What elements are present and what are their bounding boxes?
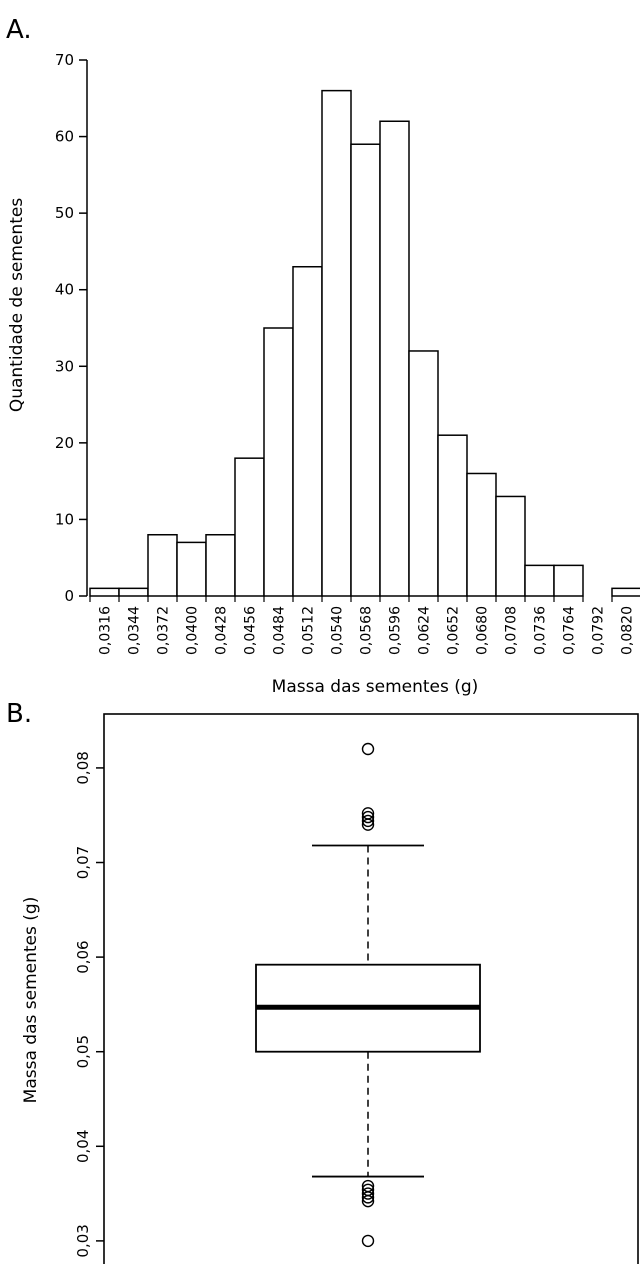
- boxplot-marks: [256, 744, 480, 1247]
- histogram-bar: [90, 588, 119, 596]
- histogram-x-tick-label: 0,0764: [562, 606, 578, 655]
- histogram-y-tick-label: 60: [55, 128, 74, 146]
- histogram-y-axis: 0 10 20 30 40 50 60 70: [55, 51, 87, 605]
- histogram-x-tick-label: 0,0736: [533, 606, 549, 655]
- histogram-bar: [119, 588, 148, 596]
- histogram-bar: [554, 565, 583, 596]
- histogram-bar: [206, 535, 235, 596]
- histogram-x-tick-label: 0,0428: [214, 606, 230, 655]
- histogram-x-tick-label: 0,0596: [388, 606, 404, 655]
- boxplot-y-tick-label: 0,06: [74, 940, 92, 973]
- histogram-x-tick-label: 0,0344: [127, 606, 143, 655]
- histogram-bar: [148, 535, 177, 596]
- boxplot-panel: B. 0,03 0,04 0,05 0,06 0,07 0,08 Massa das se…: [6, 699, 638, 1264]
- histogram-bar: [264, 328, 293, 596]
- boxplot-y-axis-title: Massa das sementes (g): [21, 897, 41, 1104]
- histogram-y-tick-label: 70: [55, 51, 74, 69]
- histogram-x-tick-label: 0,0372: [156, 606, 172, 655]
- outlier-point: [363, 744, 374, 755]
- histogram-bar: [438, 435, 467, 596]
- histogram-x-tick-label: 0,0484: [272, 606, 288, 655]
- histogram-y-tick-label: 10: [55, 510, 74, 528]
- histogram-y-tick-label: 0: [64, 587, 74, 605]
- boxplot-y-tick-label: 0,05: [74, 1035, 92, 1068]
- panel-b-label: B.: [6, 699, 32, 729]
- histogram-x-tick-label: 0,0540: [330, 606, 346, 655]
- histogram-bar: [612, 588, 640, 596]
- histogram-bar: [409, 351, 438, 596]
- histogram-bar: [496, 496, 525, 596]
- histogram-x-tick-label: 0,0316: [98, 606, 114, 655]
- histogram-y-axis-title: Quantidade de sementes: [7, 198, 27, 412]
- histogram-y-tick-label: 40: [55, 281, 74, 299]
- boxplot-y-tick-label: 0,08: [74, 751, 92, 784]
- histogram-y-tick-label: 30: [55, 357, 74, 375]
- boxplot-y-tick-label: 0,04: [74, 1130, 92, 1163]
- histogram-bar: [293, 267, 322, 596]
- boxplot-y-tick-label: 0,07: [74, 846, 92, 879]
- histogram-x-tick-label: 0,0456: [243, 606, 259, 655]
- histogram-x-tick-label: 0,0400: [185, 606, 201, 655]
- histogram-x-tick-label: 0,0568: [359, 606, 375, 655]
- histogram-bar: [351, 144, 380, 596]
- panel-a-label: A.: [6, 15, 32, 45]
- histogram-x-tick-label: 0,0652: [446, 606, 462, 655]
- histogram-y-tick-label: 50: [55, 204, 74, 222]
- histogram-x-tick-label: 0,0680: [475, 606, 491, 655]
- histogram-bar: [380, 121, 409, 596]
- histogram-bar: [322, 91, 351, 596]
- histogram-x-tick-labels: 0,0316 0,0344 0,0372 0,0400 0,0428 0,0456 0,04…: [90, 596, 636, 655]
- histogram-x-tick-label: 0,0624: [417, 606, 433, 655]
- histogram-bar: [235, 458, 264, 596]
- boxplot-y-axis: 0,03 0,04 0,05 0,06 0,07 0,08: [74, 751, 104, 1257]
- histogram-x-axis-title: Massa das sementes (g): [272, 677, 479, 697]
- histogram-bars: [90, 91, 640, 596]
- histogram-bar: [525, 565, 554, 596]
- histogram-x-tick-label: 0,0512: [301, 606, 317, 655]
- outlier-point: [363, 1235, 374, 1246]
- histogram-y-tick-label: 20: [55, 434, 74, 452]
- histogram-x-tick-label: 0,0708: [504, 606, 520, 655]
- boxplot-y-tick-label: 0,03: [74, 1224, 92, 1257]
- histogram-bar: [177, 542, 206, 596]
- histogram-x-tick-label: 0,0820: [620, 606, 636, 655]
- histogram-x-tick-label: 0,0792: [591, 606, 607, 655]
- histogram-bar: [467, 473, 496, 596]
